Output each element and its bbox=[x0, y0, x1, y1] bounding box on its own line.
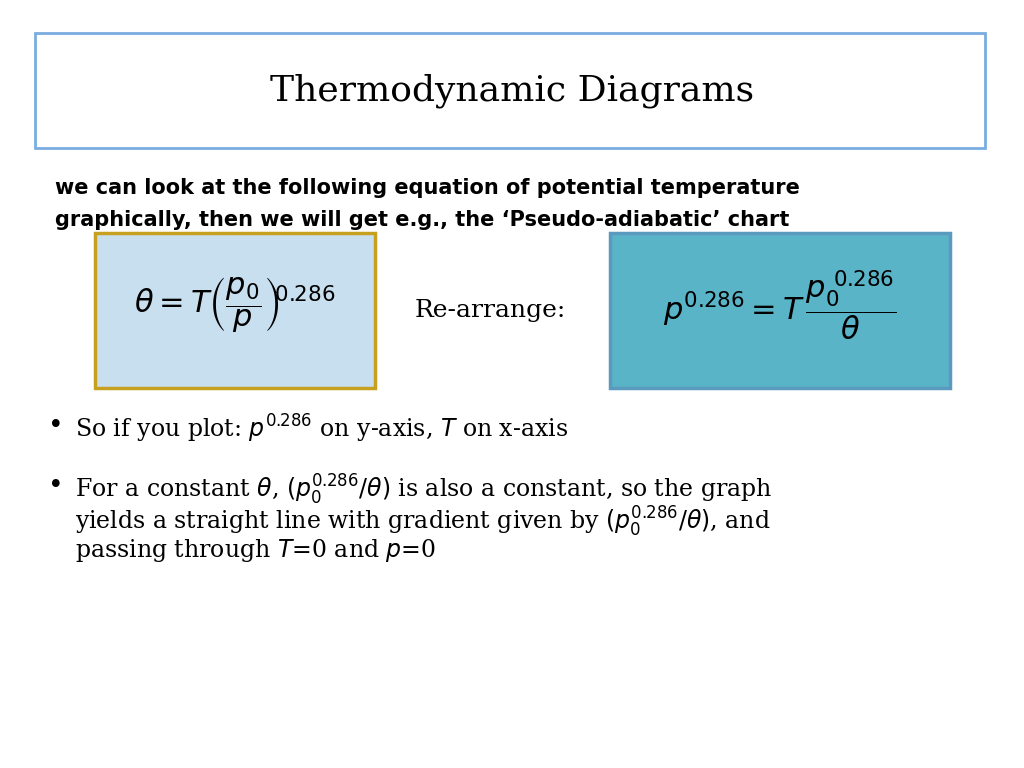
FancyBboxPatch shape bbox=[610, 233, 950, 388]
Text: $\theta = T\left(\dfrac{p_0}{p}\right)^{\!\!0.286}$: $\theta = T\left(\dfrac{p_0}{p}\right)^{… bbox=[134, 276, 336, 336]
Text: $p^{0.286} = T\,\dfrac{p_0^{\ 0.286}}{\theta}$: $p^{0.286} = T\,\dfrac{p_0^{\ 0.286}}{\t… bbox=[664, 268, 897, 343]
Text: Thermodynamic Diagrams: Thermodynamic Diagrams bbox=[270, 74, 754, 108]
Text: So if you plot: $p^{0.286}$ on y-axis, $T$ on x-axis: So if you plot: $p^{0.286}$ on y-axis, $… bbox=[75, 413, 568, 445]
Text: passing through $T$=0 and $p$=0: passing through $T$=0 and $p$=0 bbox=[75, 537, 436, 564]
Text: graphically, then we will get e.g., the ‘Pseudo-adiabatic’ chart: graphically, then we will get e.g., the … bbox=[55, 210, 790, 230]
Text: •: • bbox=[48, 473, 63, 499]
FancyBboxPatch shape bbox=[95, 233, 375, 388]
FancyBboxPatch shape bbox=[35, 33, 985, 148]
Text: Re-arrange:: Re-arrange: bbox=[415, 299, 565, 322]
Text: For a constant $\theta$, $(p_0^{0.286}/\theta)$ is also a constant, so the graph: For a constant $\theta$, $(p_0^{0.286}/\… bbox=[75, 473, 772, 507]
Text: we can look at the following equation of potential temperature: we can look at the following equation of… bbox=[55, 178, 800, 198]
Text: •: • bbox=[48, 413, 63, 439]
Text: yields a straight line with gradient given by $(p_0^{0.286}/\theta)$, and: yields a straight line with gradient giv… bbox=[75, 505, 770, 539]
